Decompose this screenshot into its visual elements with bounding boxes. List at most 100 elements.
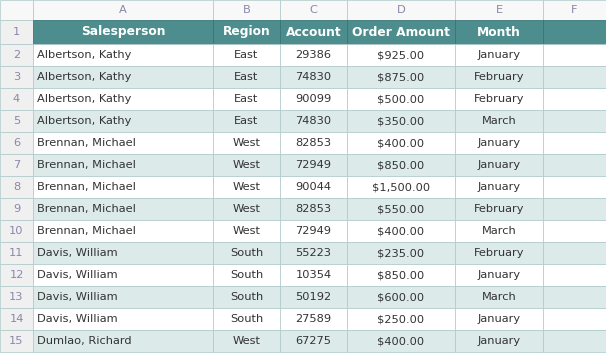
Bar <box>0 220 33 242</box>
Bar <box>347 66 455 88</box>
Bar <box>213 264 280 286</box>
Bar <box>280 44 347 66</box>
Bar <box>33 110 213 132</box>
Bar <box>455 0 543 20</box>
Text: Albertson, Kathy: Albertson, Kathy <box>37 94 132 104</box>
Text: $850.00: $850.00 <box>378 270 425 280</box>
Bar <box>213 110 280 132</box>
Text: F: F <box>571 5 578 15</box>
Text: E: E <box>496 5 502 15</box>
Text: 3: 3 <box>13 72 20 82</box>
Bar <box>455 330 543 352</box>
Bar <box>280 88 347 110</box>
Bar <box>213 220 280 242</box>
Text: Brennan, Michael: Brennan, Michael <box>37 160 136 170</box>
Bar <box>347 176 455 198</box>
Text: Davis, William: Davis, William <box>37 248 118 258</box>
Text: 8: 8 <box>13 182 20 192</box>
Bar <box>347 264 455 286</box>
Text: $400.00: $400.00 <box>378 138 425 148</box>
Text: 11: 11 <box>9 248 24 258</box>
Bar <box>213 44 280 66</box>
Text: January: January <box>478 50 521 60</box>
Text: West: West <box>233 336 261 346</box>
Text: 10354: 10354 <box>296 270 331 280</box>
Bar <box>33 242 213 264</box>
Text: 74830: 74830 <box>296 72 331 82</box>
Bar <box>347 0 455 20</box>
Text: 27589: 27589 <box>296 314 331 324</box>
Text: March: March <box>482 116 516 126</box>
Text: 90044: 90044 <box>296 182 331 192</box>
Bar <box>280 66 347 88</box>
Text: 72949: 72949 <box>296 160 331 170</box>
Bar <box>347 242 455 264</box>
Text: East: East <box>235 94 259 104</box>
Text: 5: 5 <box>13 116 20 126</box>
Text: South: South <box>230 314 263 324</box>
Bar <box>347 330 455 352</box>
Text: 82853: 82853 <box>296 138 331 148</box>
Bar <box>213 286 280 308</box>
Bar <box>347 110 455 132</box>
Bar <box>347 198 455 220</box>
Bar <box>347 286 455 308</box>
Text: 15: 15 <box>9 336 24 346</box>
Bar <box>280 220 347 242</box>
Bar <box>213 66 280 88</box>
Bar <box>455 154 543 176</box>
Text: February: February <box>474 94 524 104</box>
Bar <box>213 330 280 352</box>
Text: $350.00: $350.00 <box>378 116 425 126</box>
Text: Davis, William: Davis, William <box>37 292 118 302</box>
Bar <box>280 242 347 264</box>
Text: 67275: 67275 <box>296 336 331 346</box>
Text: January: January <box>478 314 521 324</box>
Bar <box>33 264 213 286</box>
Bar <box>280 20 347 44</box>
Text: $600.00: $600.00 <box>378 292 425 302</box>
Bar <box>213 0 280 20</box>
Bar <box>0 176 33 198</box>
Bar <box>33 308 213 330</box>
Bar <box>455 132 543 154</box>
Bar <box>213 132 280 154</box>
Bar <box>0 20 33 44</box>
Text: 1: 1 <box>13 27 20 37</box>
Text: Brennan, Michael: Brennan, Michael <box>37 226 136 236</box>
Text: Month: Month <box>477 26 521 39</box>
Bar <box>0 66 33 88</box>
Text: West: West <box>233 138 261 148</box>
Text: South: South <box>230 248 263 258</box>
Text: A: A <box>119 5 127 15</box>
Bar <box>455 88 543 110</box>
Text: January: January <box>478 336 521 346</box>
Text: Account: Account <box>285 26 341 39</box>
Text: Brennan, Michael: Brennan, Michael <box>37 204 136 214</box>
Text: $550.00: $550.00 <box>378 204 425 214</box>
Text: 72949: 72949 <box>296 226 331 236</box>
Bar <box>543 220 606 242</box>
Bar <box>347 20 455 44</box>
Bar <box>33 0 213 20</box>
Bar <box>213 176 280 198</box>
Bar <box>280 264 347 286</box>
Text: 82853: 82853 <box>296 204 331 214</box>
Text: 12: 12 <box>9 270 24 280</box>
Bar <box>33 20 213 44</box>
Bar <box>543 264 606 286</box>
Bar <box>543 88 606 110</box>
Text: January: January <box>478 160 521 170</box>
Bar <box>213 88 280 110</box>
Text: January: January <box>478 138 521 148</box>
Bar <box>347 44 455 66</box>
Text: Region: Region <box>222 26 270 39</box>
Bar <box>455 220 543 242</box>
Text: West: West <box>233 182 261 192</box>
Bar <box>213 308 280 330</box>
Text: 2: 2 <box>13 50 20 60</box>
Text: East: East <box>235 50 259 60</box>
Bar <box>455 176 543 198</box>
Bar <box>280 330 347 352</box>
Text: $875.00: $875.00 <box>378 72 425 82</box>
